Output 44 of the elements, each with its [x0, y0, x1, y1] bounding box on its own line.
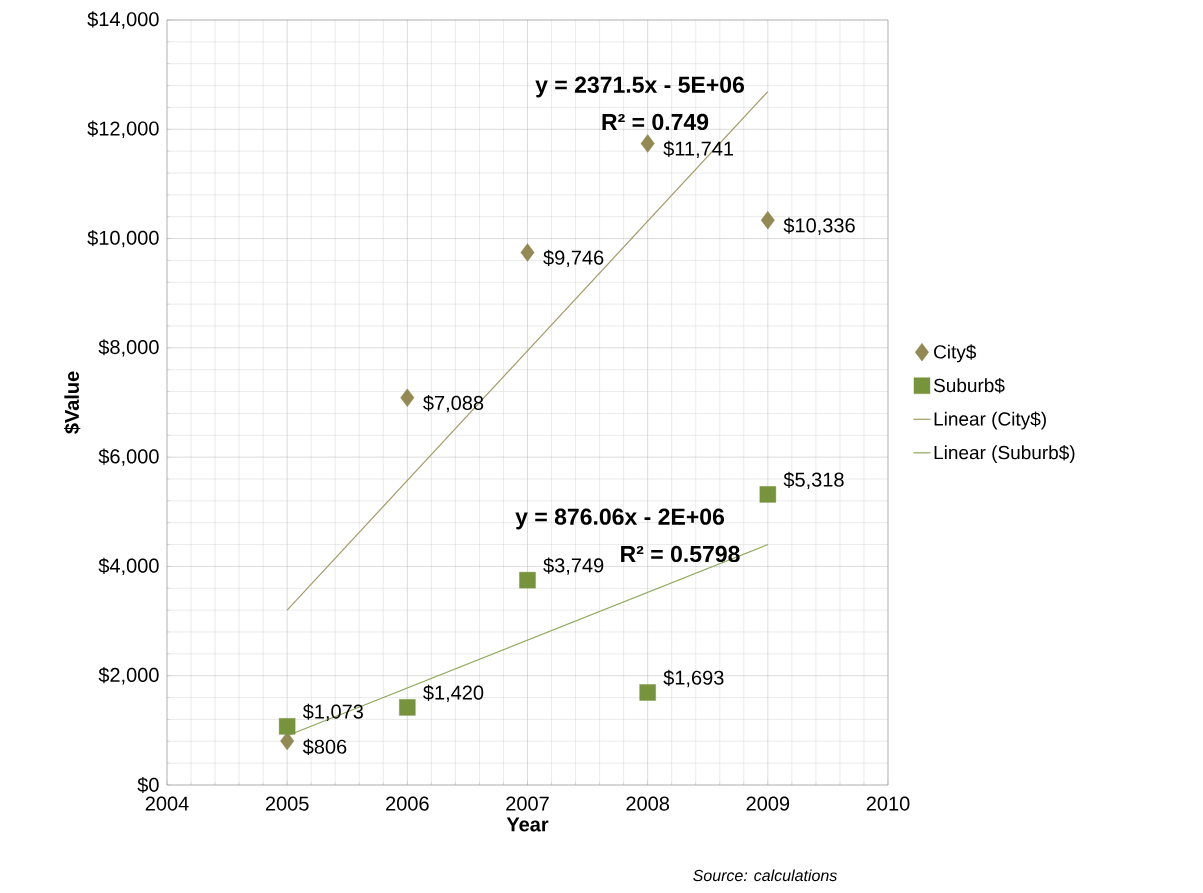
- x-axis-title: Year: [506, 817, 549, 832]
- data-label: $3,749: [543, 557, 604, 575]
- y-tick-label: $4,000: [98, 557, 159, 576]
- x-tick-label: 2004: [145, 796, 189, 811]
- y-tick-label: $12,000: [87, 120, 159, 138]
- annotation: y = 2371.5x - 5E+06: [535, 76, 745, 98]
- legend-label: Suburb$: [933, 377, 1005, 394]
- point: [639, 684, 656, 701]
- annotation: y = 876.06x - 2E+06: [515, 508, 725, 530]
- y-tick-label: $2,000: [98, 667, 159, 685]
- y-tick-label: $14,000: [87, 11, 159, 29]
- point: [640, 134, 655, 153]
- y-axis-title: $Value: [63, 371, 81, 434]
- y-tick-label: $0: [137, 776, 159, 794]
- legend-label: City$: [934, 344, 977, 363]
- point: [278, 718, 296, 735]
- x-tick-label: 2005: [265, 796, 309, 811]
- legend-label: Linear (Suburb$): [934, 445, 1075, 464]
- data-label: $7,088: [423, 395, 484, 413]
- y-tick-label: $8,000: [98, 339, 159, 357]
- x-tick-label: 2008: [626, 796, 670, 811]
- x-tick-label: 2006: [386, 796, 429, 811]
- data-label: $1,420: [423, 684, 484, 703]
- x-tick-label: 2010: [866, 796, 910, 811]
- legend-label: Linear (City$): [934, 411, 1046, 430]
- point: [400, 388, 415, 407]
- point: [520, 243, 535, 262]
- point: [760, 211, 775, 230]
- y-tick-label: $10,000: [87, 229, 159, 248]
- data-label: $9,746: [543, 249, 604, 268]
- annotation: R² = 0.749: [602, 113, 709, 131]
- y-tick-label: $6,000: [98, 448, 159, 466]
- point: [399, 699, 416, 716]
- data-label: $806: [302, 738, 347, 756]
- annotation: R² = 0.5798: [621, 545, 740, 563]
- point: [519, 571, 536, 589]
- data-label: $11,741: [663, 140, 734, 159]
- x-tick-label: 2007: [506, 796, 549, 811]
- data-label: $10,336: [783, 217, 855, 235]
- data-label: $5,318: [783, 471, 844, 490]
- x-tick-label: 2009: [746, 796, 790, 811]
- source-note: Source: calculations: [693, 869, 837, 882]
- point: [759, 486, 777, 503]
- data-label: $1,693: [663, 669, 724, 688]
